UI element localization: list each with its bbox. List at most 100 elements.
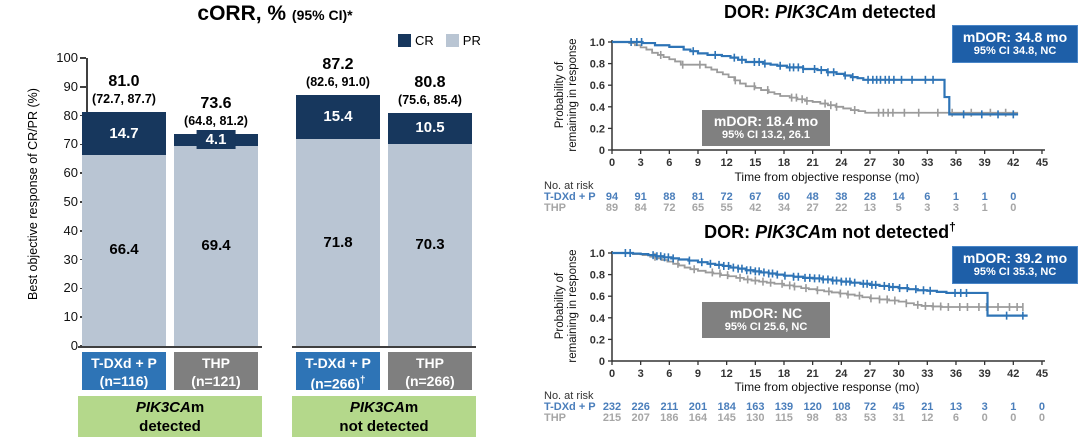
- risk-count: 38: [835, 191, 848, 203]
- y-tick-label: 10: [63, 309, 78, 325]
- x-tick-label: 39: [979, 157, 991, 169]
- y-tick-label: 90: [63, 78, 78, 94]
- risk-count: 72: [863, 401, 877, 413]
- km-title-prefix: DOR:: [704, 222, 756, 242]
- risk-count: 115: [775, 412, 793, 424]
- y-tick-label: 0.4: [590, 102, 606, 114]
- y-tick-label: 50: [63, 194, 78, 209]
- risk-count: 42: [749, 202, 762, 214]
- risk-count: 201: [688, 401, 708, 413]
- mdor-annotation-tdxd-not-detected: mDOR: 39.2 mo 95% CI 35.3, NC: [952, 246, 1078, 284]
- risk-count: 0: [1038, 412, 1046, 424]
- risk-count: 84: [634, 202, 647, 214]
- x-tick-label: 24: [835, 368, 848, 380]
- bar-total-label: 73.6: [200, 95, 232, 113]
- km-title-suffix: m detected: [840, 2, 937, 22]
- risk-count: 81: [691, 191, 705, 203]
- bar-ci-label: (75.6, 85.4): [398, 93, 462, 108]
- risk-count: 130: [746, 412, 765, 424]
- km-panel-not-detected: DOR: PIK3CAm not detected† Probability o…: [540, 219, 1080, 438]
- risk-count: 21: [921, 401, 934, 413]
- y-tick-mark: [80, 86, 86, 88]
- risk-count: 98: [806, 412, 819, 424]
- y-tick-label: 1.0: [590, 37, 605, 49]
- km-plot-not-detected: 0 3 6 9 12 15 18 21 24 27 30 33 36 39 42 4500.20.40.60.…: [590, 248, 1048, 380]
- risk-count: 22: [835, 202, 848, 214]
- risk-count: 13: [863, 202, 877, 214]
- risk-count: 163: [746, 401, 765, 413]
- x-tick-label: 27: [864, 368, 876, 380]
- risk-table-label: No. at risk: [544, 390, 594, 402]
- arm-label-box: T-DXd + P (n=266)†: [296, 352, 380, 392]
- risk-count: 207: [631, 412, 650, 424]
- cr-value-label: 14.7: [109, 124, 139, 142]
- bar-segment-pr: [174, 146, 258, 346]
- cr-swatch-icon: [398, 34, 411, 47]
- risk-count: 65: [691, 202, 705, 214]
- x-tick-label: 36: [950, 368, 962, 380]
- y-tick-label: 0.2: [590, 123, 605, 135]
- y-tick-label: 80: [63, 107, 78, 123]
- x-tick-label: 33: [921, 368, 933, 380]
- risk-row-name: T-DXd + P: [544, 401, 596, 413]
- km-curve-tdxd: [612, 40, 1019, 116]
- x-tick-label: 18: [778, 368, 790, 380]
- x-tick-label: 39: [979, 368, 991, 380]
- risk-count: 91: [634, 191, 647, 203]
- risk-table-label: No. at risk: [544, 180, 594, 192]
- x-tick-label: 21: [807, 157, 819, 169]
- y-tick-label: 0.8: [590, 270, 605, 282]
- risk-count: 6: [924, 191, 931, 203]
- y-tick-label: 0.4: [590, 313, 606, 325]
- risk-count: 139: [774, 401, 794, 413]
- mdor-annotation-tdxd-detected: mDOR: 34.8 mo 95% CI 34.8, NC: [952, 25, 1078, 63]
- km-title-gene: PIK3CA: [755, 222, 822, 242]
- pr-value-label: 69.4: [201, 237, 231, 255]
- arm-label-box: THP (n=121): [174, 352, 258, 390]
- risk-count: 1: [981, 191, 988, 203]
- x-tick-label: 45: [1036, 368, 1048, 380]
- cr-value-label: 10.5: [415, 119, 445, 137]
- km-title-detected: DOR: PIK3CAm detected: [600, 0, 1060, 23]
- km-title-suffix: m not detected: [821, 222, 950, 242]
- x-tick-label: 33: [921, 157, 933, 169]
- risk-count: 13: [949, 401, 963, 413]
- x-tick-label: 9: [695, 157, 701, 169]
- legend-label-cr: CR: [415, 33, 434, 48]
- bar-segment-cr: [296, 94, 380, 140]
- risk-count: 83: [835, 412, 848, 424]
- x-tick-label: 3: [638, 157, 644, 169]
- risk-count: 0: [1010, 412, 1017, 424]
- pr-value-label: 70.3: [415, 235, 445, 253]
- cr-value-label: 4.1: [196, 130, 236, 150]
- legend-label-pr: PR: [462, 33, 481, 48]
- y-tick-label: 1.0: [590, 248, 605, 260]
- x-tick-label: 12: [721, 157, 733, 169]
- km-title-gene: PIK3CA: [774, 2, 841, 22]
- km-title-dagger: †: [949, 220, 956, 234]
- group-label-box: PIK3CAm not detected: [292, 396, 476, 437]
- x-tick-label: 0: [609, 157, 615, 169]
- legend-item-cr: CR: [398, 33, 434, 48]
- bar-total-label: 80.8: [414, 74, 446, 92]
- y-tick-label: 0: [599, 356, 605, 368]
- x-tick-label: 3: [638, 368, 644, 380]
- risk-count: 0: [981, 412, 988, 424]
- km-curve-thp: [612, 252, 1023, 308]
- y-tick-mark: [80, 57, 86, 59]
- risk-count: 232: [602, 401, 622, 413]
- x-tick-label: 27: [864, 157, 876, 169]
- bar-total-label: 81.0: [108, 73, 140, 91]
- x-axis-baseline: [78, 346, 262, 348]
- y-tick-label: 20: [63, 280, 78, 296]
- risk-count: 0: [1010, 191, 1017, 203]
- bar-ci-label: (72.7, 87.7): [92, 92, 156, 107]
- risk-count: 60: [777, 191, 791, 203]
- bar-segment-cr: [82, 112, 166, 155]
- risk-count: 88: [663, 191, 676, 203]
- x-tick-label: 24: [835, 157, 848, 169]
- risk-count: 145: [717, 412, 736, 424]
- risk-count: 12: [921, 412, 934, 424]
- x-tick-label: 0: [609, 368, 615, 380]
